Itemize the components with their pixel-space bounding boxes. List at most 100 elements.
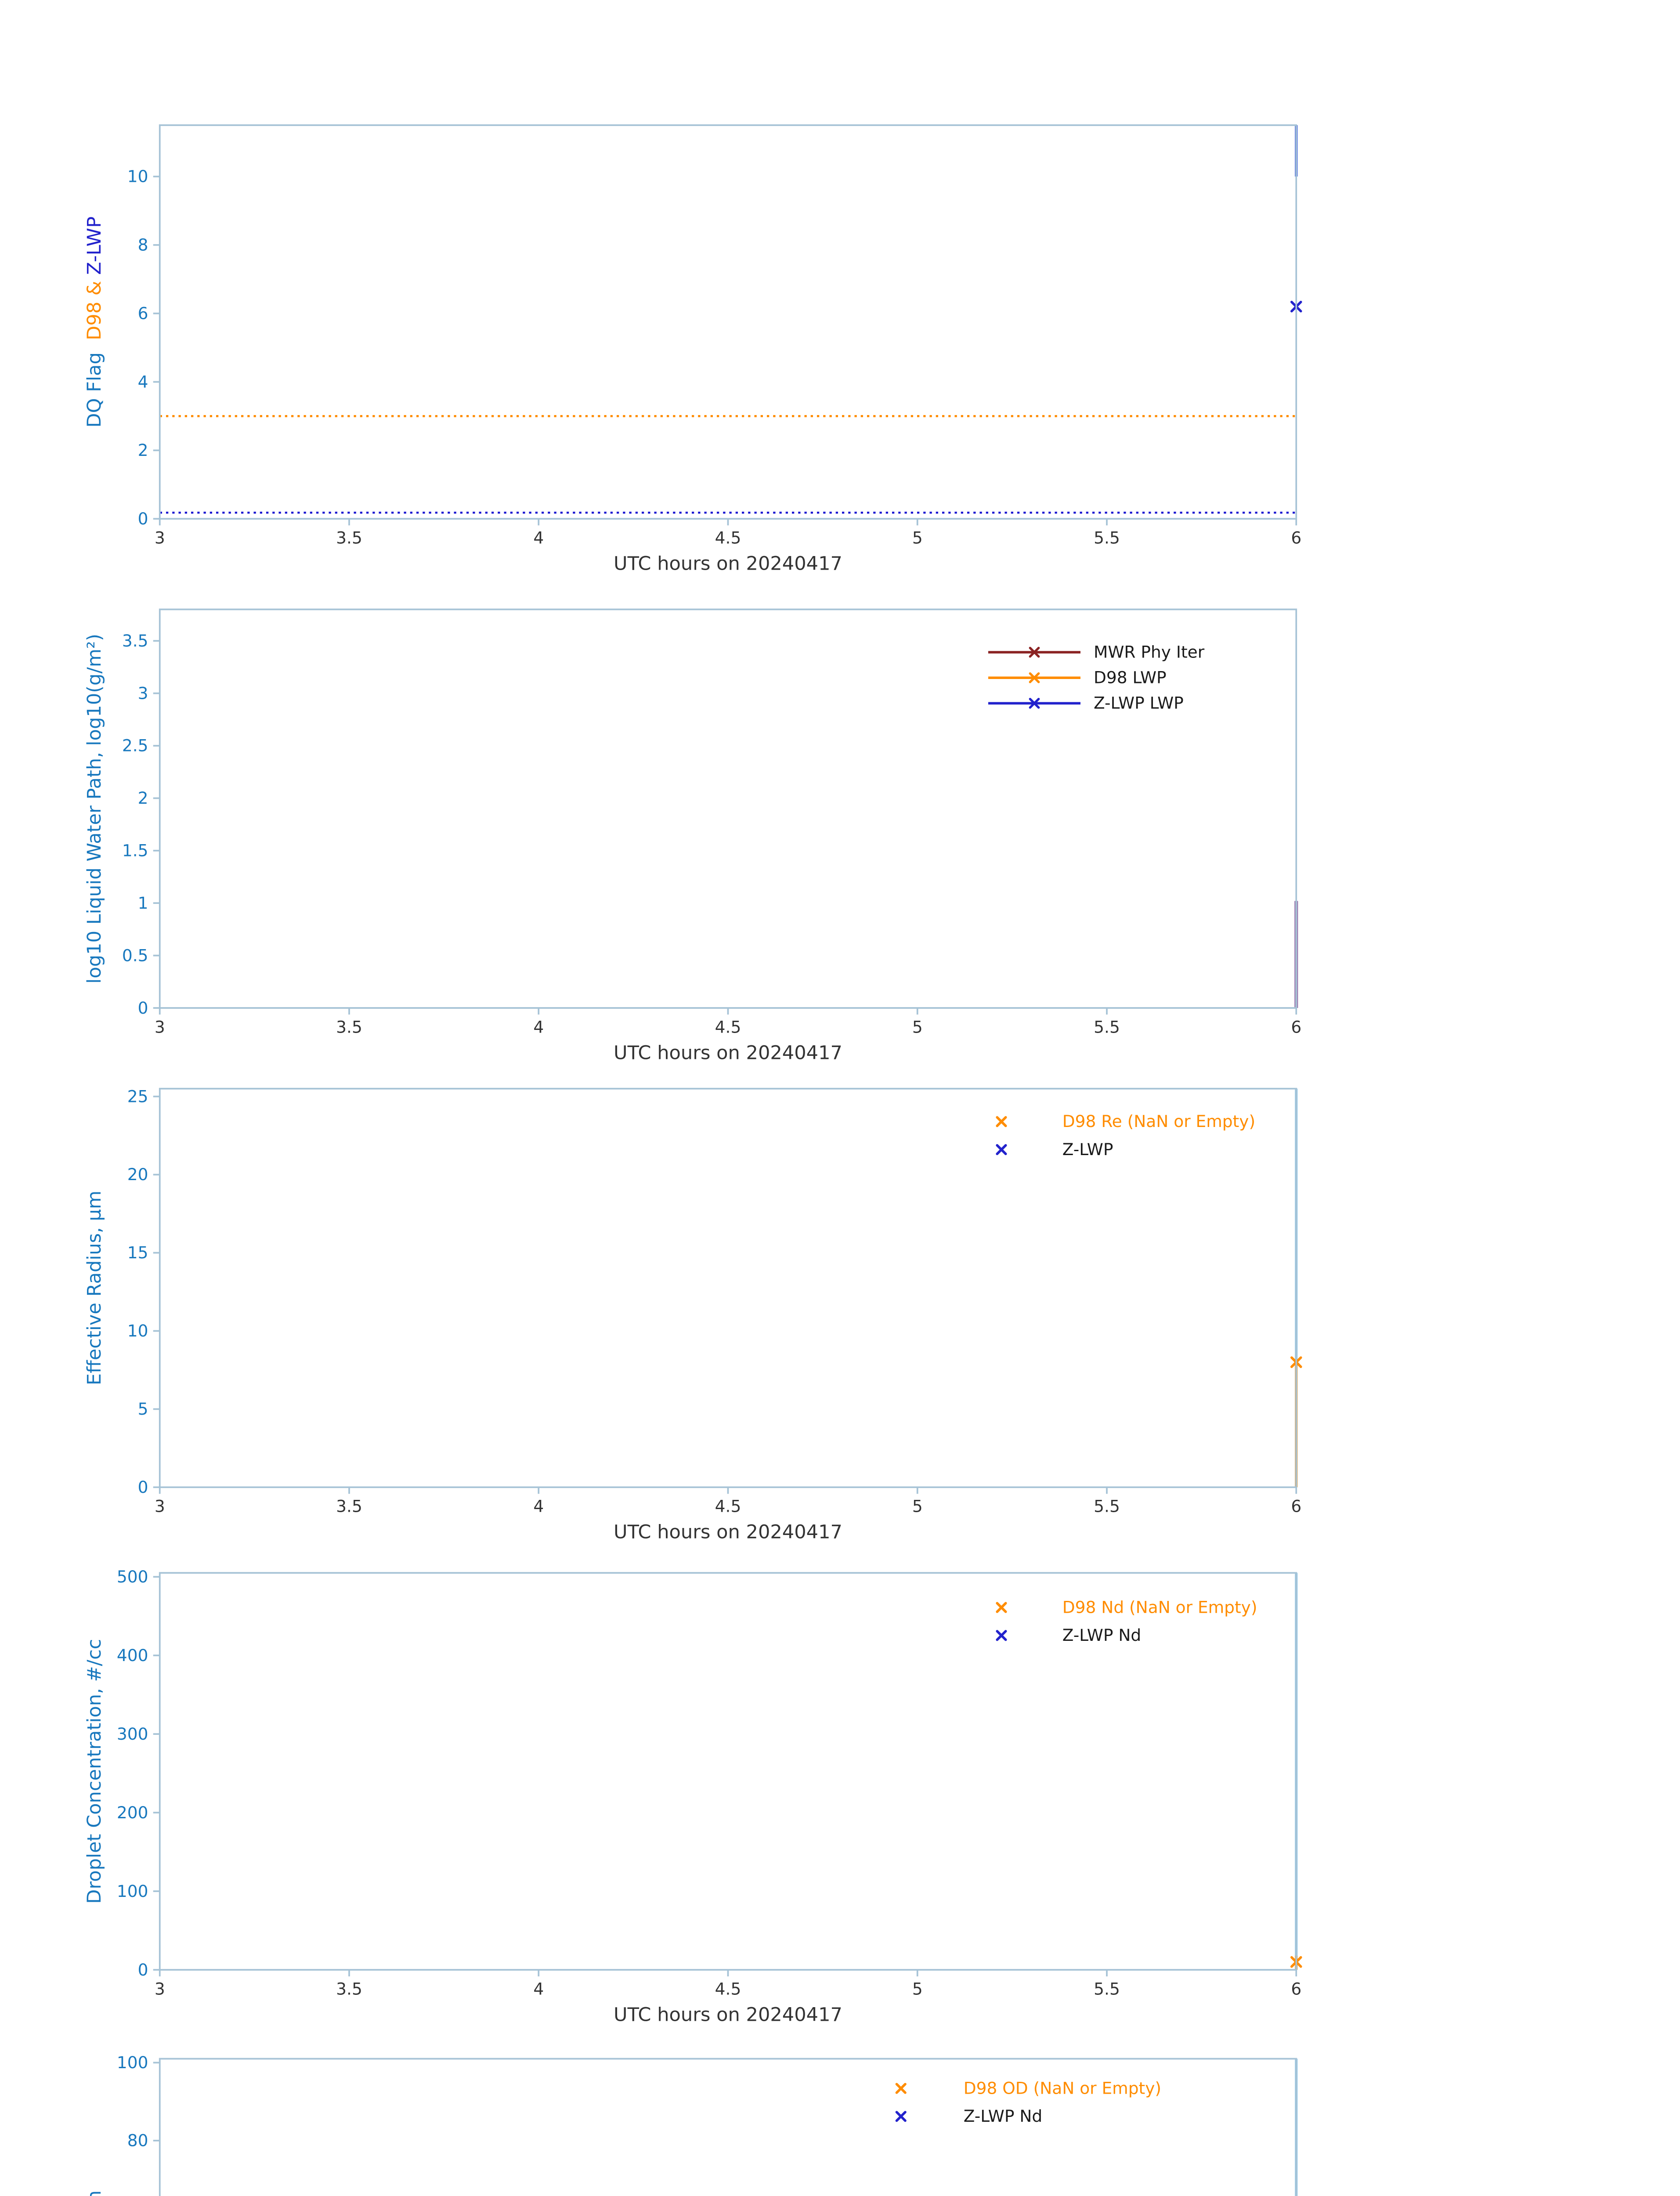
x-tick-label: 3.5 bbox=[336, 1497, 362, 1516]
y-tick-label: 0 bbox=[138, 998, 148, 1018]
x-tick-label: 3.5 bbox=[336, 1979, 362, 1998]
y-tick-label: 20 bbox=[127, 1165, 148, 1184]
legend: D98 Re (NaN or Empty) Z-LWP bbox=[996, 1112, 1255, 1159]
legend: MWR Phy Iter D98 LWP Z-LWP LWP bbox=[988, 642, 1205, 713]
x-tick-label: 4 bbox=[533, 1017, 544, 1037]
y-tick-label: 2 bbox=[138, 441, 148, 460]
subplot-5: 33.544.555.56020406080100UTC hours on 20… bbox=[83, 2053, 1298, 2196]
y-tick-label: 10 bbox=[127, 1321, 148, 1340]
x-tick-label: 4 bbox=[533, 1979, 544, 1998]
xlabel: UTC hours on 20240417 bbox=[614, 2004, 842, 2026]
legend-item: D98 Re (NaN or Empty) bbox=[996, 1112, 1255, 1131]
subplot-3: 3 3.5 4 4.5 5 5.5 6 0 5 10 15 20 25 UTC hours on 2024… bbox=[83, 1087, 1302, 1543]
y-tick-label: 100 bbox=[117, 1882, 148, 1901]
legend-marker-x-icon bbox=[1029, 672, 1040, 683]
y-tick-label: 0 bbox=[138, 509, 148, 528]
legend-label: Z-LWP bbox=[1062, 1140, 1113, 1159]
x-tick-label: 3 bbox=[155, 1979, 165, 1998]
legend-item: D98 LWP bbox=[988, 668, 1167, 687]
y-tick-label: 1.5 bbox=[122, 841, 148, 860]
y-tick-label: 5 bbox=[138, 1399, 148, 1419]
subplot-4: 3 3.5 4 4.5 5 5.5 6 0 100 200 300 400 500 UTC hours o… bbox=[83, 1567, 1302, 2026]
x-tick-label: 5 bbox=[912, 1497, 923, 1516]
legend-item: MWR Phy Iter bbox=[988, 642, 1205, 661]
ylabel-segment: DQ Flag bbox=[83, 340, 105, 428]
xlabel: UTC hours on 20240417 bbox=[614, 553, 842, 575]
y-tick-label: 3.5 bbox=[122, 631, 148, 650]
x-tick-label: 4.5 bbox=[715, 528, 741, 548]
x-tick-label: 5.5 bbox=[1094, 1497, 1120, 1516]
y-tick-label: 80 bbox=[127, 2131, 148, 2150]
y-tick-label: 1 bbox=[138, 893, 148, 913]
ylabel: Effective Radius, μm bbox=[83, 1191, 105, 1385]
y-tick-label: 6 bbox=[138, 303, 148, 323]
legend-marker-x-icon bbox=[895, 2083, 907, 2094]
subplot-1: 3 3.5 4 4.5 5 5.5 6 0 2 4 6 8 10 UTC hours on 2024041… bbox=[83, 124, 1302, 575]
legend: D98 Nd (NaN or Empty) Z-LWP Nd bbox=[996, 1597, 1257, 1645]
legend-label: D98 Re (NaN or Empty) bbox=[1062, 1112, 1255, 1131]
x-tick-label: 4.5 bbox=[715, 1979, 741, 1998]
x-tick-label: 6 bbox=[1291, 1497, 1301, 1516]
y-tick-label: 2 bbox=[138, 788, 148, 808]
y-tick-label: 2.5 bbox=[122, 736, 148, 755]
y-tick-label: 10 bbox=[127, 167, 148, 186]
legend-item: Z-LWP LWP bbox=[988, 693, 1184, 713]
y-tick-label: 3 bbox=[138, 683, 148, 703]
legend-label: MWR Phy Iter bbox=[1094, 642, 1205, 661]
legend-label: Z-LWP Nd bbox=[964, 2106, 1042, 2126]
legend-marker-x-icon bbox=[895, 2111, 907, 2122]
x-tick-label: 3 bbox=[155, 1497, 165, 1516]
ylabel: Droplet Concentration, #/cc bbox=[83, 1639, 105, 1904]
x-tick-label: 5 bbox=[912, 1979, 923, 1998]
legend-item: D98 Nd (NaN or Empty) bbox=[996, 1597, 1257, 1617]
y-tick-label: 0 bbox=[138, 1960, 148, 1979]
y-tick-label: 300 bbox=[117, 1724, 148, 1744]
y-tick-label: 200 bbox=[117, 1803, 148, 1822]
x-tick-label: 4 bbox=[533, 528, 544, 548]
ylabel-segment: Optical Depth bbox=[83, 2190, 105, 2196]
ylabel-segment: D98 & bbox=[83, 275, 105, 340]
x-tick-label: 6 bbox=[1291, 1979, 1301, 1998]
ylabel-segment: Z-LWP bbox=[83, 217, 105, 275]
ylabel: Optical Depth bbox=[83, 2190, 105, 2196]
x-tick-label: 3.5 bbox=[336, 1017, 362, 1037]
x-tick-label: 3 bbox=[155, 1017, 165, 1037]
legend: D98 OD (NaN or Empty) Z-LWP Nd bbox=[895, 2078, 1161, 2126]
y-tick-label: 25 bbox=[127, 1087, 148, 1106]
x-tick-label: 4 bbox=[533, 1497, 544, 1516]
x-tick-label: 5.5 bbox=[1094, 528, 1120, 548]
x-tick-label: 5.5 bbox=[1094, 1017, 1120, 1037]
xlabel: UTC hours on 20240417 bbox=[614, 1521, 842, 1543]
legend-marker-x-icon bbox=[996, 1144, 1007, 1156]
x-tick-label: 6 bbox=[1291, 528, 1301, 548]
y-tick-label: 0.5 bbox=[122, 946, 148, 965]
legend-marker-x-icon bbox=[996, 1630, 1007, 1641]
x-tick-label: 5 bbox=[912, 528, 923, 548]
x-tick-label: 3.5 bbox=[336, 528, 362, 548]
legend-marker-x-icon bbox=[996, 1116, 1007, 1127]
ylabel: log10 Liquid Water Path, log10(g/m²) bbox=[83, 634, 105, 984]
x-tick-label: 4.5 bbox=[715, 1017, 741, 1037]
x-tick-label: 6 bbox=[1291, 1017, 1301, 1037]
legend-item: Z-LWP Nd bbox=[895, 2106, 1042, 2126]
legend-label: Z-LWP LWP bbox=[1094, 693, 1184, 713]
y-tick-label: 400 bbox=[117, 1646, 148, 1665]
y-tick-label: 15 bbox=[127, 1243, 148, 1262]
xlabel: UTC hours on 20240417 bbox=[614, 1042, 842, 1064]
ylabel-segment: Droplet Concentration, #/cc bbox=[83, 1639, 105, 1904]
legend-item: Z-LWP Nd bbox=[996, 1625, 1141, 1645]
legend-label: Z-LWP Nd bbox=[1062, 1625, 1141, 1645]
x-tick-label: 5.5 bbox=[1094, 1979, 1120, 1998]
subplot-2: 3 3.5 4 4.5 5 5.5 6 0 0.5 1 1.5 2 2.5 3 3.5 UTC hours o… bbox=[83, 608, 1301, 1064]
legend-marker-x-icon bbox=[996, 1602, 1007, 1613]
legend-item: D98 OD (NaN or Empty) bbox=[895, 2078, 1161, 2098]
legend-marker-x-icon bbox=[1029, 697, 1040, 709]
y-tick-label: 100 bbox=[117, 2053, 148, 2072]
legend-marker-x-icon bbox=[1029, 647, 1040, 658]
y-tick-label: 0 bbox=[138, 1477, 148, 1497]
y-tick-label: 8 bbox=[138, 235, 148, 255]
legend-label: D98 LWP bbox=[1094, 668, 1167, 687]
y-tick-label: 500 bbox=[117, 1567, 148, 1586]
